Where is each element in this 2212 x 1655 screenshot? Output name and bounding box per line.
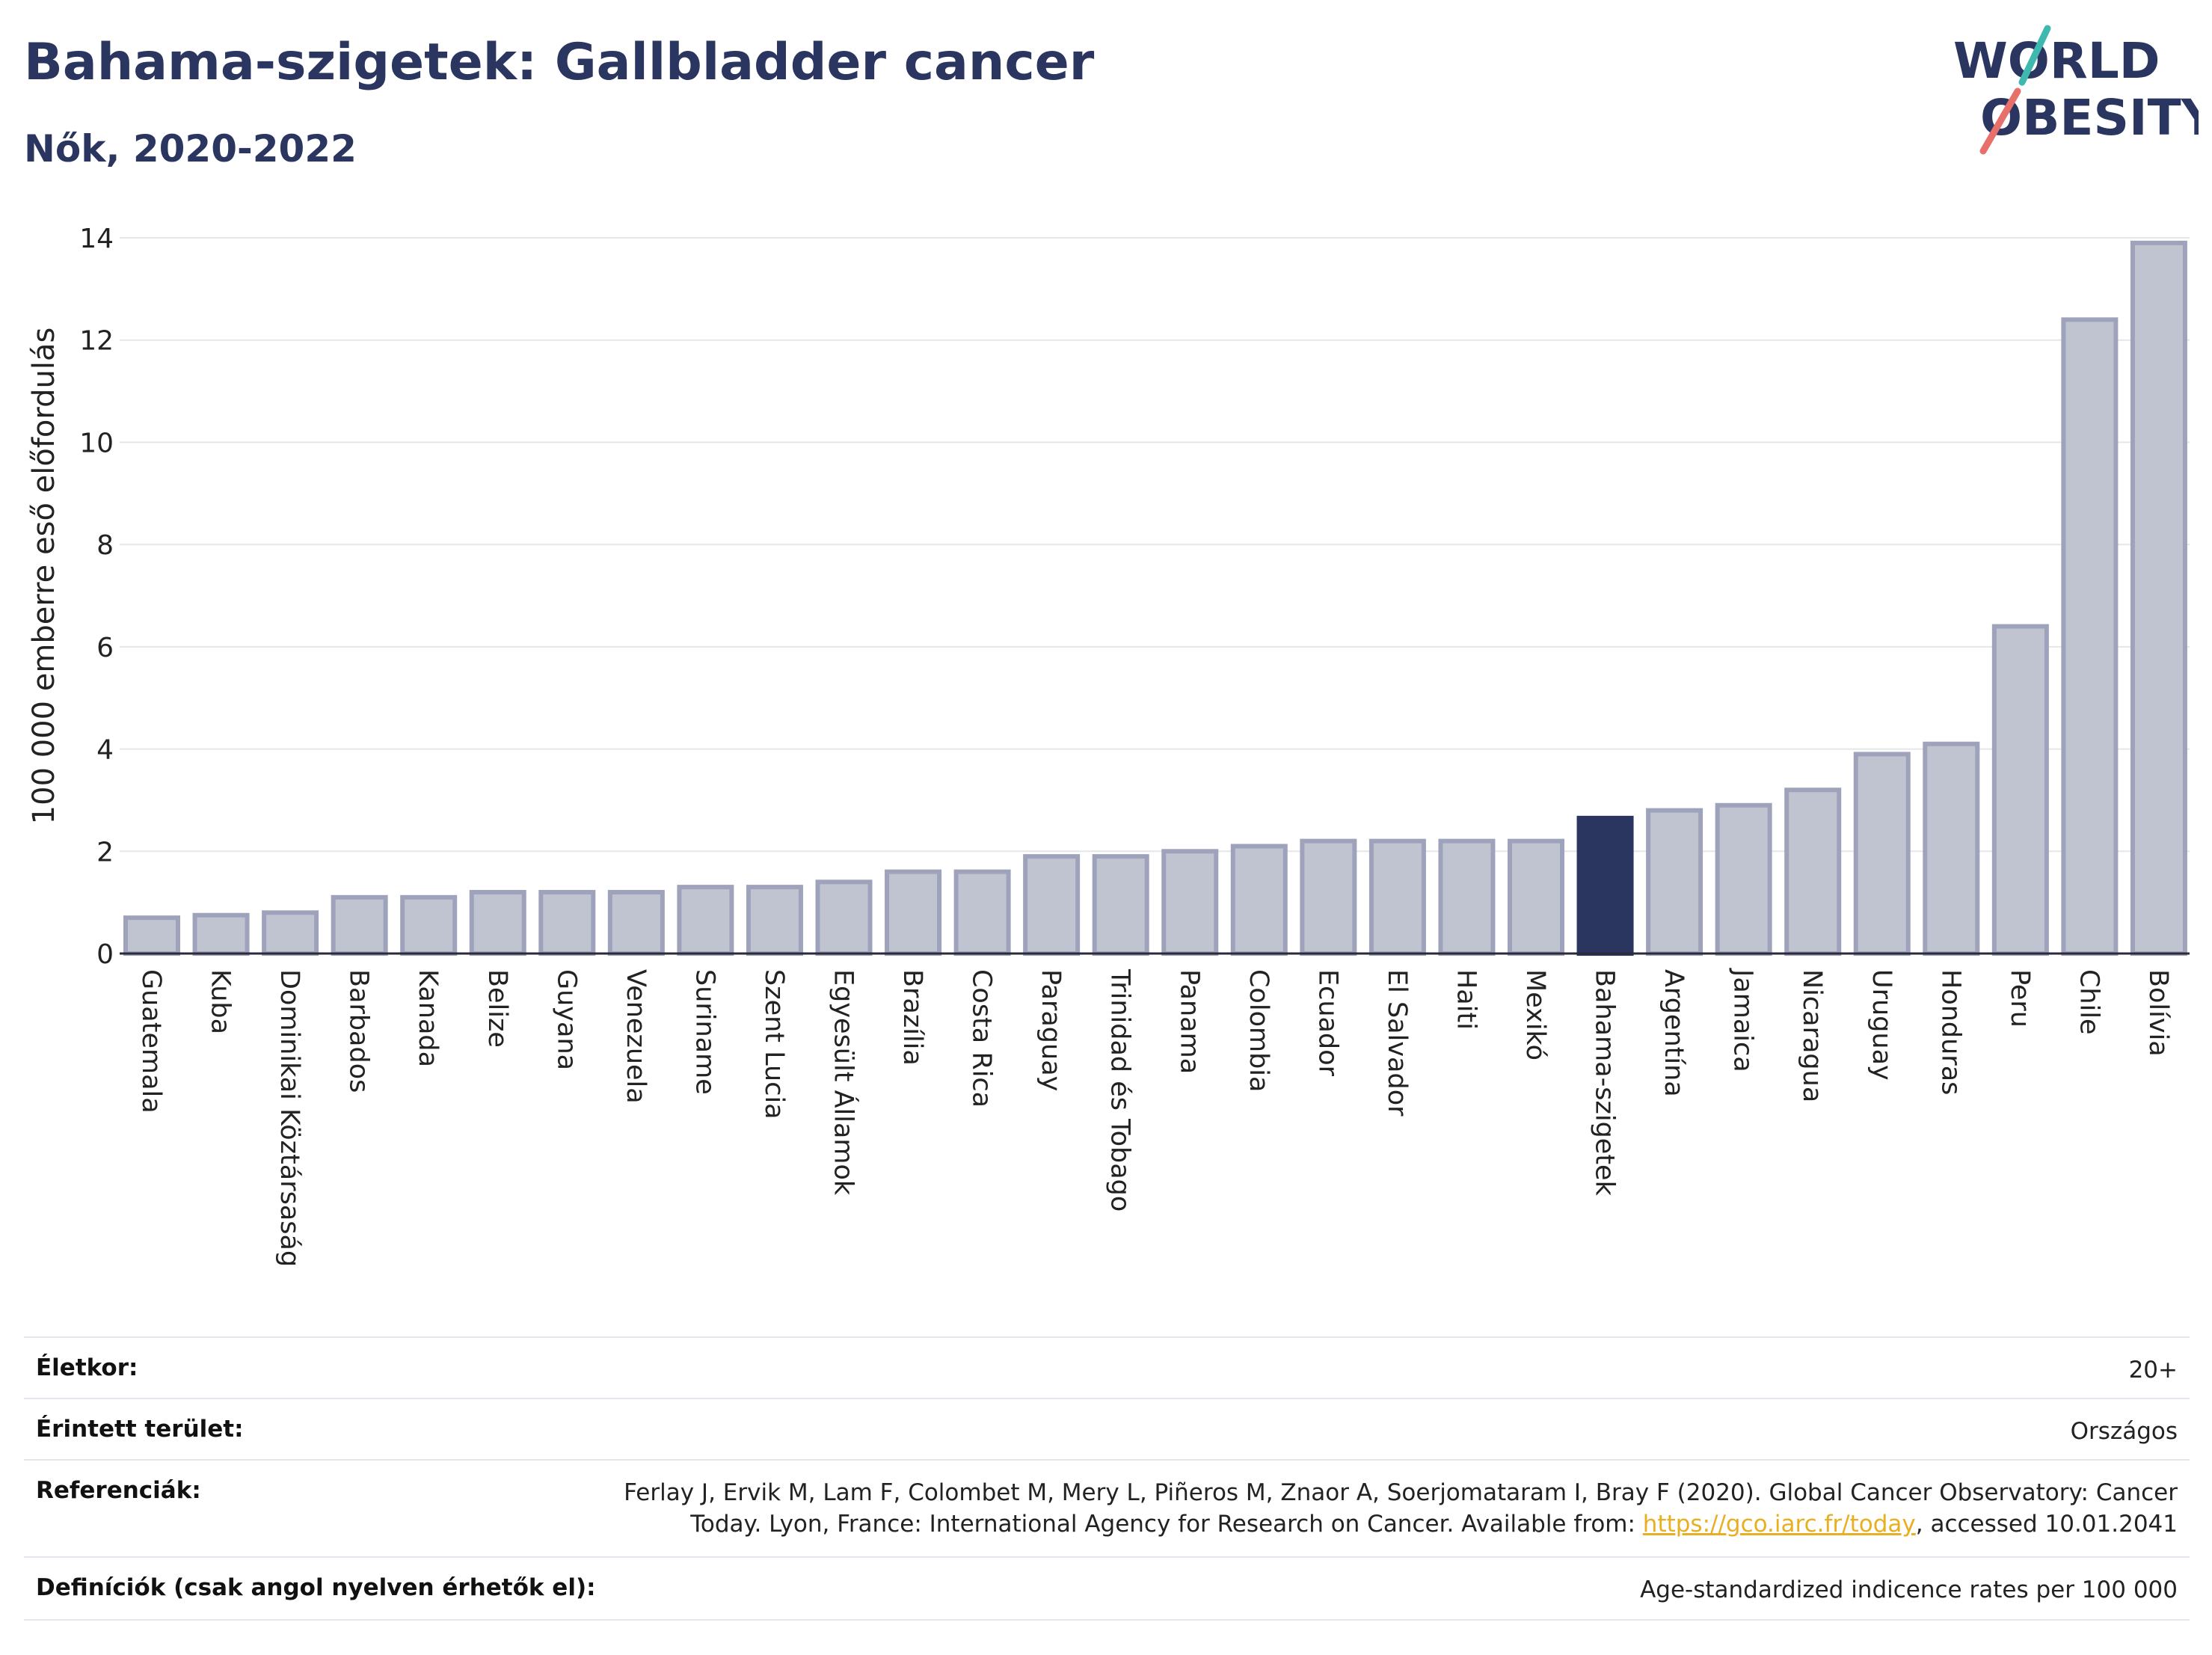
bar	[1368, 838, 1426, 956]
meta-row-area: Érintett terület: Országos	[24, 1398, 2190, 1459]
x-tick-label: Jamaica	[1728, 968, 1758, 1072]
logo-slash-bottom	[1979, 87, 2021, 155]
x-tick-label: Bahama-szigetek	[1590, 969, 1620, 1197]
meta-row-definitions: Definíciók (csak angol nyelven érhetők e…	[24, 1556, 2190, 1621]
x-tick-label: Szent Lucia	[759, 969, 789, 1120]
x-tick-label: Panama	[1174, 969, 1204, 1074]
x-tick-label: Trinidad és Tobago	[1105, 968, 1135, 1212]
world-obesity-logo: WORLD OBESITY	[1953, 25, 2199, 155]
logo-line1: WORLD	[1953, 32, 2160, 90]
x-tick-label: Peru	[2005, 969, 2035, 1028]
bar	[815, 879, 873, 957]
area-value: Országos	[2070, 1418, 2178, 1445]
bar	[1023, 854, 1081, 957]
bar	[192, 912, 250, 957]
meta-row-age: Életkor: 20+	[24, 1336, 2190, 1398]
y-tick-label: 12	[79, 326, 114, 357]
x-tick-label: Argentína	[1659, 969, 1689, 1097]
bar	[1092, 854, 1149, 957]
y-axis-ticks: 0 2 4 6 8 10 12 14	[79, 224, 114, 970]
x-tick-label: Ecuador	[1312, 969, 1342, 1077]
page-title: Bahama-szigetek: Gallbladder cancer	[24, 33, 1095, 92]
bar	[123, 915, 180, 957]
bar	[331, 894, 388, 956]
bar	[1438, 838, 1496, 956]
bar	[1161, 849, 1219, 957]
y-tick-label: 8	[96, 530, 114, 561]
y-tick-label: 10	[79, 428, 114, 458]
age-value: 20+	[2128, 1357, 2178, 1384]
x-tick-label: Suriname	[689, 969, 719, 1095]
area-label: Érintett terület:	[36, 1416, 244, 1443]
reference-link[interactable]: https://gco.iarc.fr/today	[1642, 1511, 1916, 1538]
x-tick-label: Kuba	[206, 969, 236, 1034]
reference-line-2-pre: Today. Lyon, France: International Agenc…	[690, 1511, 1643, 1538]
x-tick-label: Guatemala	[136, 969, 166, 1114]
x-tick-label: Barbados	[344, 969, 374, 1093]
x-tick-label: Uruguay	[1867, 969, 1896, 1081]
bar	[2061, 317, 2119, 957]
definitions-label: Definíciók (csak angol nyelven érhetők e…	[36, 1574, 596, 1601]
x-tick-label: Honduras	[1935, 969, 1965, 1095]
x-tick-label: Brazília	[897, 969, 927, 1066]
x-tick-label: Egyesült Államok	[829, 969, 860, 1196]
y-tick-label: 2	[96, 837, 114, 868]
x-tick-label: Haiti	[1451, 969, 1481, 1030]
bar-chart: 0 2 4 6 8 10 12 14 Guatemala Kuba Dominikai Köztá…	[27, 224, 2190, 1267]
y-axis-label: 100 000 emberre eső előfordulás	[27, 328, 61, 825]
y-tick-label: 14	[79, 224, 114, 254]
x-tick-label: Costa Rica	[967, 969, 997, 1108]
grid-lines	[120, 237, 2190, 853]
bar	[1715, 802, 1772, 956]
bar	[469, 889, 526, 957]
page-subtitle: Nők, 2020-2022	[24, 127, 357, 171]
bar	[1923, 741, 1980, 956]
y-tick-label: 6	[96, 633, 114, 663]
x-tick-label: Guyana	[551, 969, 581, 1070]
x-tick-label: Bolívia	[2143, 969, 2173, 1057]
y-tick-label: 0	[96, 939, 114, 970]
bar	[1230, 844, 1288, 956]
reference-line-1: Ferlay J, Ervik M, Lam F, Colombet M, Me…	[624, 1479, 2178, 1506]
bar	[746, 885, 803, 957]
logo-slash-top	[2018, 25, 2051, 86]
bar	[677, 885, 734, 957]
bar	[400, 894, 458, 956]
bar	[1576, 815, 1634, 956]
bar	[1991, 624, 2049, 956]
age-label: Életkor:	[36, 1354, 138, 1381]
bar	[1853, 752, 1911, 957]
x-axis-ticks: Guatemala Kuba Dominikai Köztársaság Barbad…	[136, 968, 2173, 1267]
x-tick-label: Kanada	[413, 969, 443, 1067]
bar	[262, 910, 319, 957]
x-tick-label: Chile	[2074, 969, 2104, 1035]
bar	[885, 869, 942, 956]
bar	[1784, 787, 1842, 957]
bar	[2130, 240, 2187, 957]
references-label: Referenciák:	[36, 1477, 201, 1504]
x-tick-label: Belize	[482, 969, 512, 1048]
references-value: Ferlay J, Ervik M, Lam F, Colombet M, Me…	[624, 1477, 2178, 1540]
bar	[607, 889, 665, 957]
bar	[1508, 838, 1564, 956]
reference-line-2-post: , accessed 10.01.2041	[1915, 1511, 2178, 1538]
x-tick-label: Venezuela	[621, 969, 651, 1104]
bars	[123, 240, 2187, 957]
x-tick-label: Colombia	[1244, 969, 1274, 1092]
bar	[1300, 838, 1357, 956]
bar	[1646, 808, 1703, 956]
meta-row-references: Referenciák: Ferlay J, Ervik M, Lam F, C…	[24, 1459, 2190, 1556]
x-tick-label: Dominikai Köztársaság	[274, 969, 304, 1267]
bar	[538, 889, 596, 957]
y-tick-label: 4	[96, 735, 114, 766]
x-tick-label: Nicaragua	[1797, 969, 1827, 1102]
x-tick-label: El Salvador	[1382, 969, 1412, 1117]
x-tick-label: Paraguay	[1036, 969, 1066, 1091]
definitions-value: Age-standardized indicence rates per 100…	[1640, 1576, 2178, 1603]
reference-line-2: Today. Lyon, France: International Agenc…	[624, 1508, 2178, 1540]
bar	[953, 869, 1011, 956]
x-tick-label: Mexikó	[1520, 969, 1550, 1060]
